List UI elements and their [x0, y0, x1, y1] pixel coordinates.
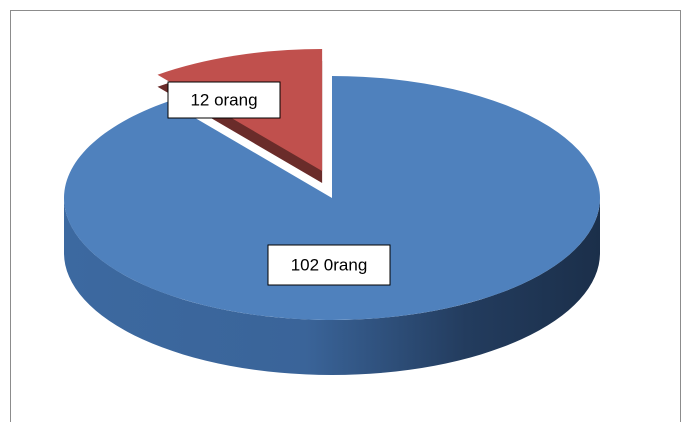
data-label-box	[267, 244, 391, 286]
data-label: 102 0rang	[291, 255, 368, 274]
slice-side	[64, 198, 600, 375]
slice	[63, 76, 600, 320]
data-label: 12 orang	[190, 90, 257, 109]
data-label-box	[167, 81, 281, 119]
